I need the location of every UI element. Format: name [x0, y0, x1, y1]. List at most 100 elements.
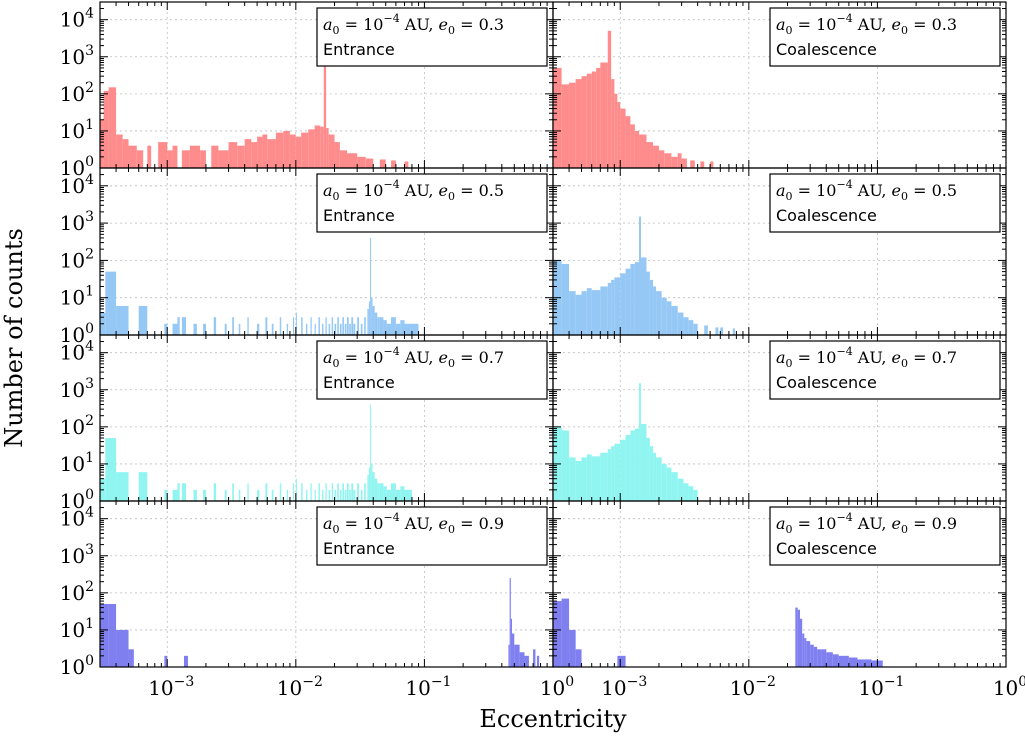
y-tick-base: 10: [60, 82, 85, 106]
histogram-bar: [193, 489, 197, 501]
legend-frame: [316, 173, 548, 233]
histogram-bar: [251, 142, 258, 168]
histogram-bar: [607, 30, 612, 168]
histogram-bar: [103, 90, 109, 168]
histogram-bar: [193, 323, 197, 335]
bars: [553, 383, 698, 501]
histogram-bar: [658, 150, 665, 168]
legend-frame: [769, 340, 1001, 400]
histogram-bar: [383, 320, 387, 335]
histogram-bar: [295, 312, 297, 335]
y-tick-exp: 0: [85, 321, 94, 337]
histogram-bar: [671, 305, 678, 335]
y-tick-base: 10: [60, 174, 85, 198]
histogram-bar: [372, 472, 375, 501]
histogram-bar: [334, 323, 337, 335]
histogram-bar: [200, 150, 206, 168]
histogram-bar: [177, 483, 180, 501]
histogram-bar: [690, 160, 695, 168]
histogram-bar: [653, 145, 659, 168]
histogram-bar: [228, 142, 238, 168]
histogram-bar: [105, 271, 117, 335]
x-tick-exp: −1: [884, 674, 905, 690]
x-axis-title: Eccentricity: [479, 705, 627, 733]
legend-equation: a0 = 10−4 AU, e0 = 0.7: [776, 345, 957, 370]
legend-frame: [316, 7, 548, 67]
bars: [553, 598, 883, 667]
histogram-bar: [328, 134, 335, 168]
legend-e-subscript: 0: [901, 357, 908, 370]
histogram-bar: [600, 286, 608, 335]
x-tick-base: 10: [730, 676, 755, 700]
histogram-bar: [377, 483, 380, 501]
histogram-bar: [331, 317, 334, 335]
legend-unit: AU,: [400, 15, 439, 34]
histogram-bar: [232, 317, 234, 335]
histogram-bar: [677, 478, 684, 501]
histogram-bar: [328, 489, 331, 501]
histogram-bar: [306, 489, 308, 501]
histogram-bar: [301, 132, 309, 168]
histogram-bar: [325, 317, 327, 335]
y-tick-base: 10: [60, 452, 85, 476]
y-tick-base: 10: [60, 544, 85, 568]
histogram-bar: [646, 438, 650, 501]
legend-frame: [769, 173, 1001, 233]
x-tick-base: 10: [858, 676, 883, 700]
histogram-bar: [391, 317, 396, 335]
histogram-bar: [591, 290, 601, 335]
histogram-bar: [611, 446, 615, 501]
histogram-bar: [116, 305, 129, 335]
legend-eq-a: = 10: [340, 15, 384, 34]
histogram-bar: [314, 125, 321, 168]
histogram-bar: [351, 483, 354, 501]
legend-frame: [769, 7, 1001, 67]
histogram-bar: [379, 159, 386, 168]
legend-eq-e: = 0.5: [455, 181, 504, 200]
histogram-bar: [292, 317, 295, 335]
histogram-bar: [172, 145, 178, 168]
histogram-bar: [383, 486, 387, 501]
x-tick-label: 100: [993, 674, 1025, 700]
histogram-bar: [666, 301, 672, 335]
legend-unit: AU,: [853, 181, 892, 200]
x-tick-base: 10: [540, 676, 565, 700]
histogram-bar: [732, 328, 735, 335]
histogram-bar: [322, 323, 324, 335]
histogram-bar: [857, 659, 865, 667]
histogram-bar: [342, 483, 345, 501]
legend-label: Coalescence: [776, 539, 877, 558]
histogram-bar: [700, 161, 705, 168]
histogram-bar: [620, 108, 626, 168]
histogram-bar: [100, 604, 109, 667]
histogram-bar: [693, 323, 698, 335]
histogram-bar: [661, 297, 667, 335]
histogram-bar: [357, 156, 366, 168]
y-tick-label: 104: [60, 339, 94, 365]
histogram-bar: [357, 317, 360, 335]
legend-a-symbol: a: [323, 181, 333, 200]
histogram-bar: [337, 483, 339, 501]
histogram-bar: [326, 127, 329, 168]
histogram-bar: [404, 323, 412, 335]
x-tick-exp: 0: [565, 674, 574, 690]
histogram-bar: [211, 145, 219, 168]
legend-eq-e: = 0.5: [908, 181, 957, 200]
histogram-bar: [804, 638, 807, 667]
x-tick-exp: −2: [755, 674, 776, 690]
legend-unit: AU,: [400, 348, 439, 367]
histogram-bar: [671, 156, 678, 168]
histogram-bar: [172, 489, 178, 501]
histogram-bar: [364, 483, 366, 501]
histogram-bar: [617, 655, 626, 667]
histogram-bar: [625, 116, 631, 168]
histogram-bar: [108, 87, 117, 168]
histogram-bar: [181, 483, 187, 501]
histogram-bar: [289, 134, 296, 168]
